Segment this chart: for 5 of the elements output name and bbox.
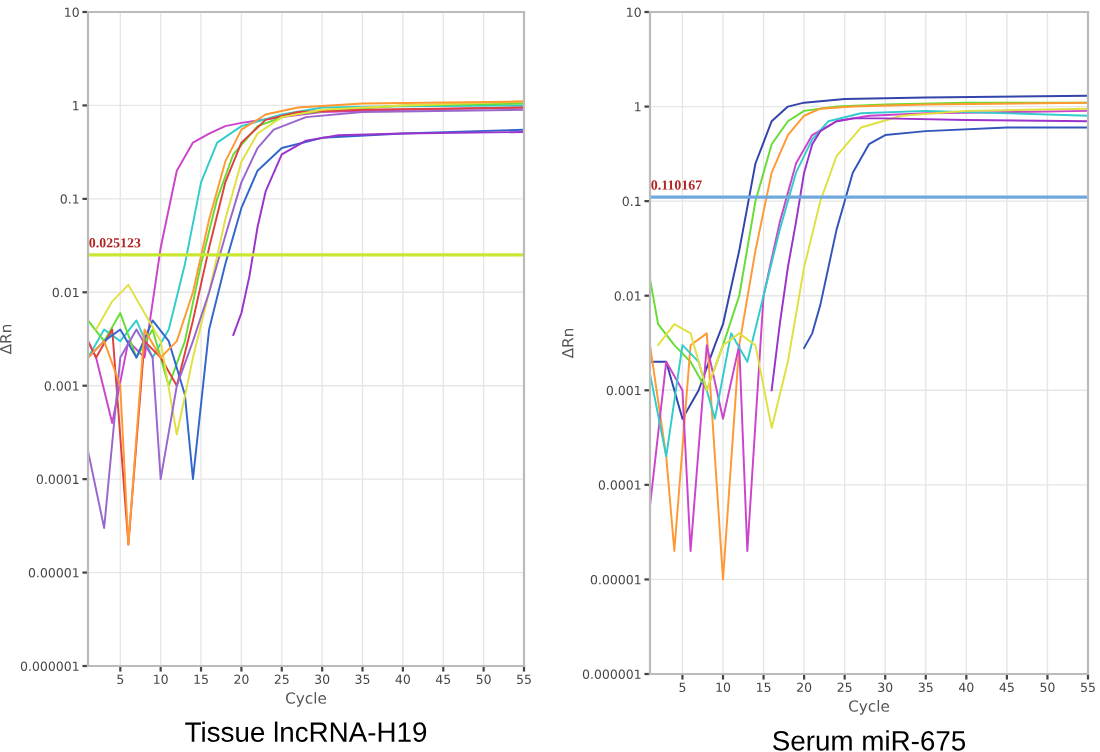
text: Serum miR-675 — [773, 730, 966, 751]
line-series — [770, 117, 1088, 392]
line-series — [232, 130, 524, 336]
line-series — [803, 126, 1088, 349]
text: Tissue lncRNA-H19 — [185, 721, 427, 742]
